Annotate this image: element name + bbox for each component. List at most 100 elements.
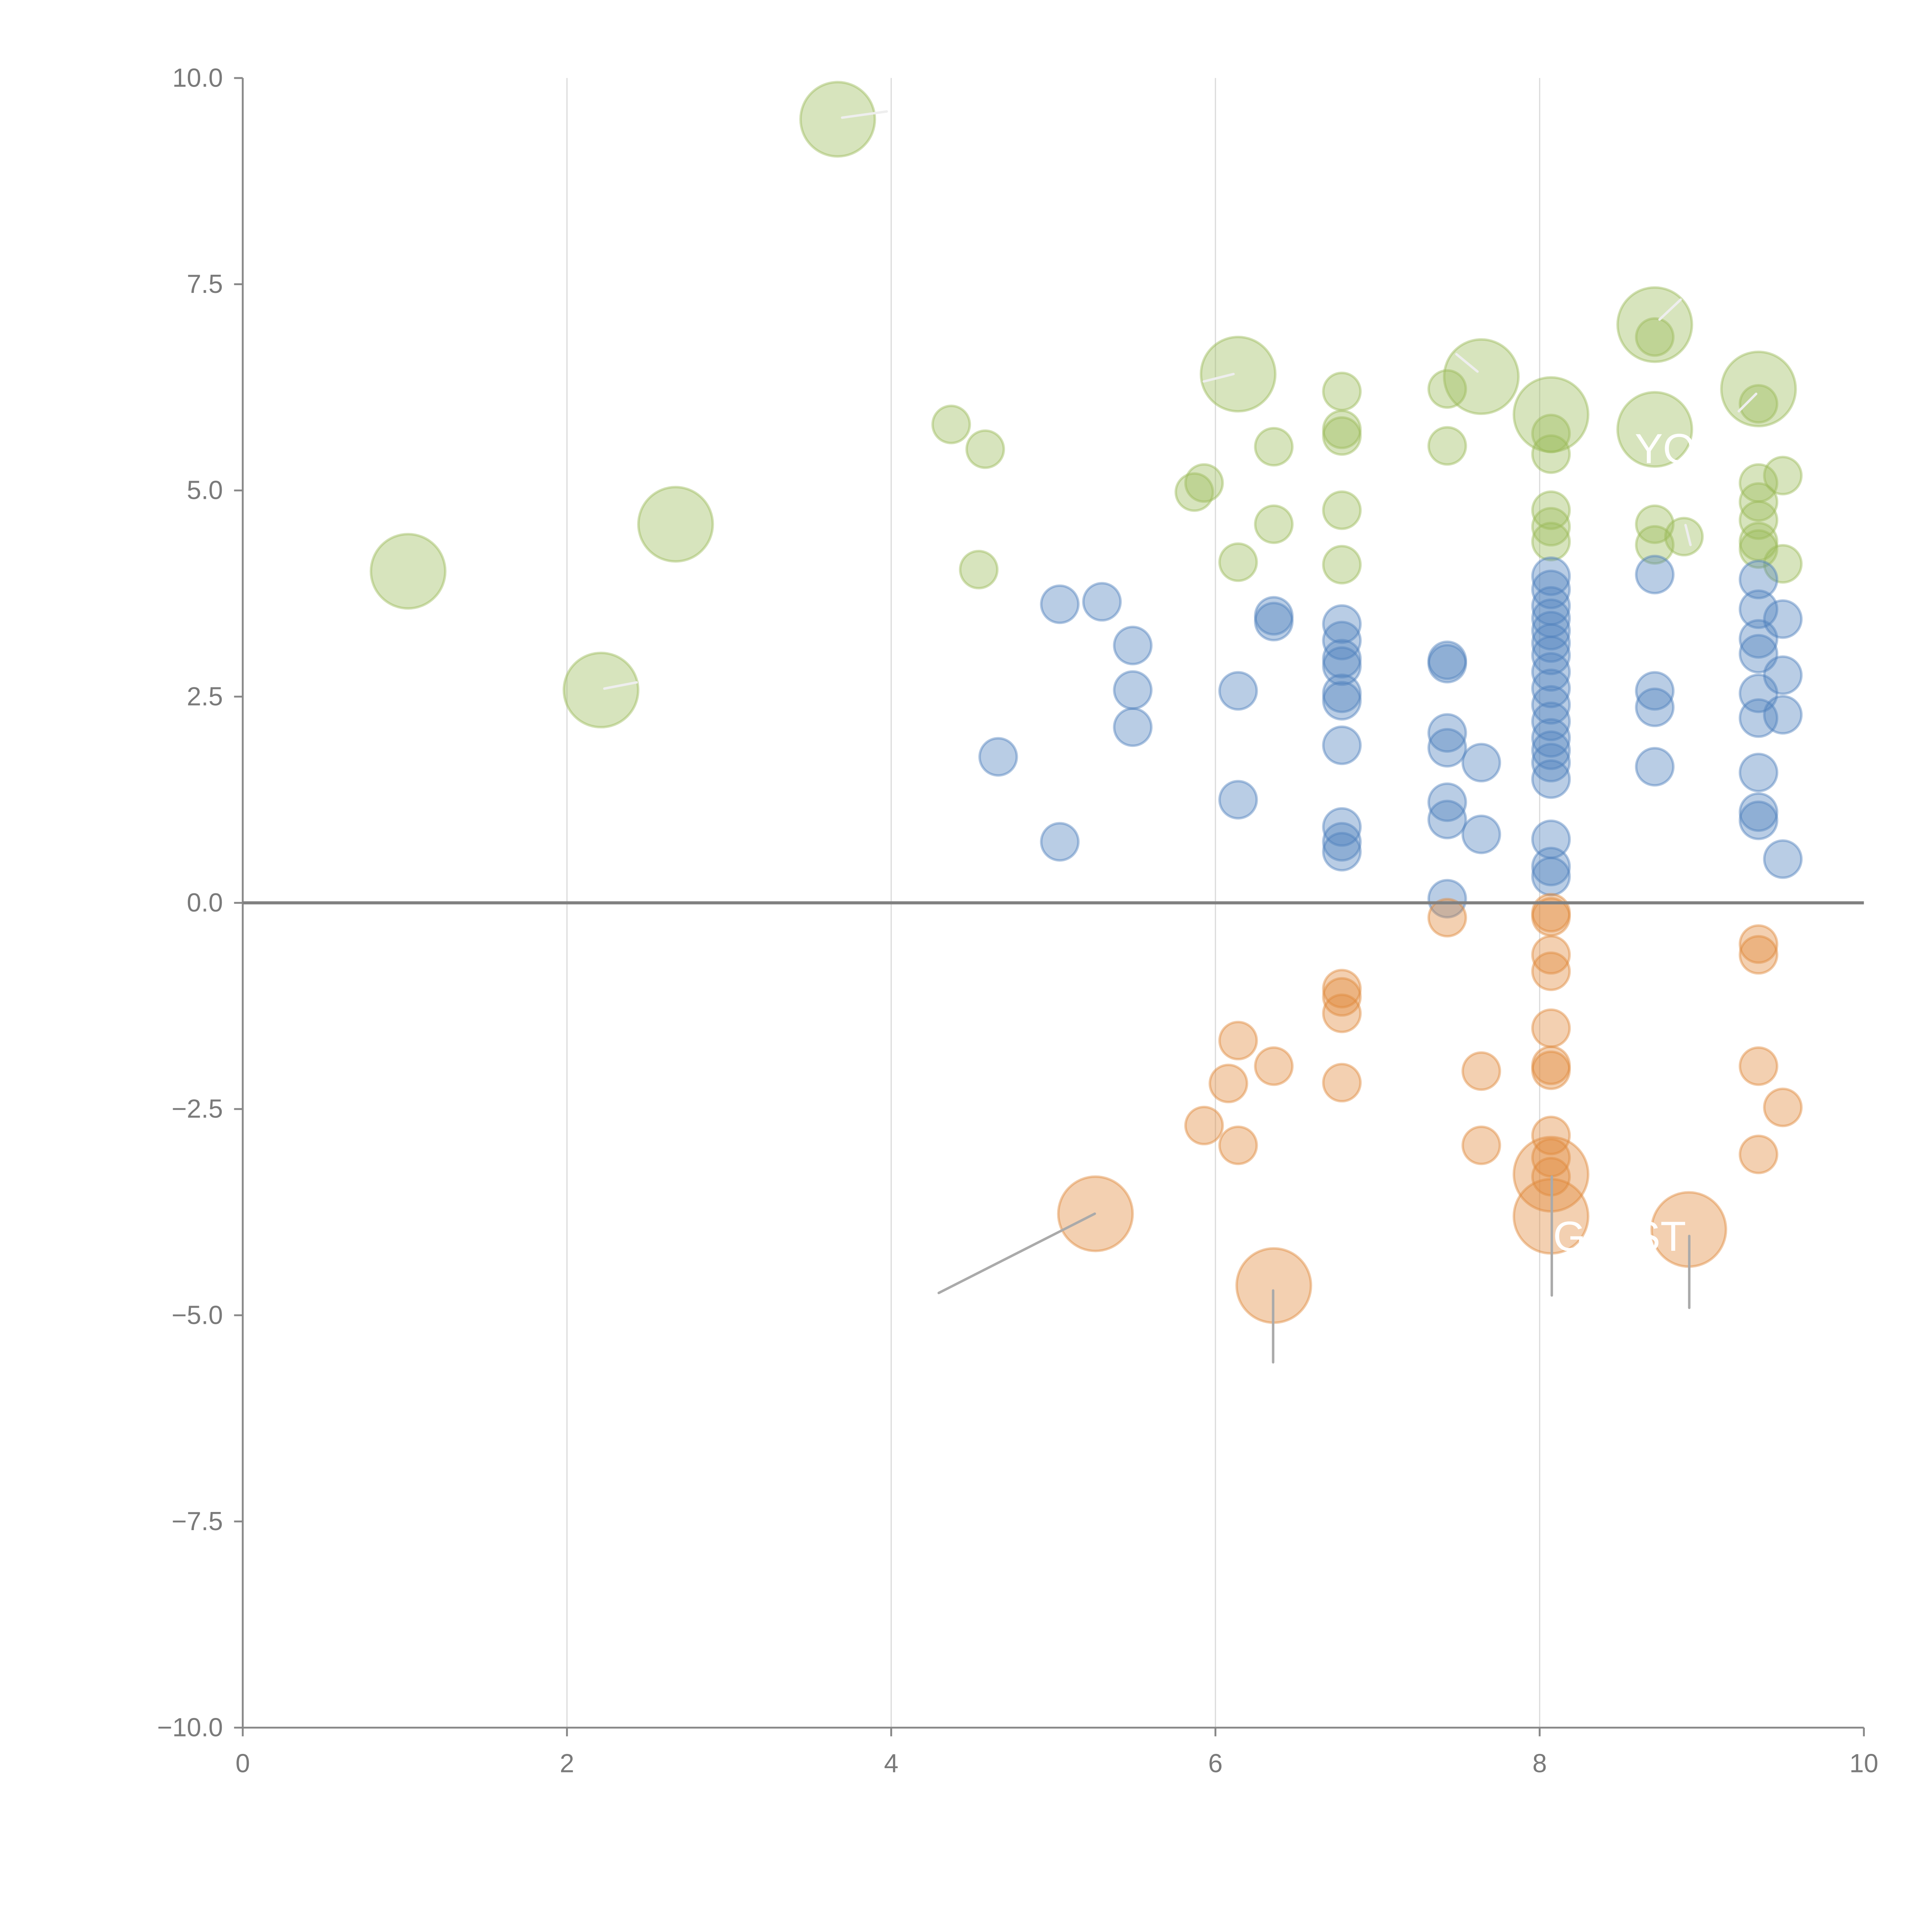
green-bubble [1738, 522, 1779, 561]
blue-bubble [1531, 730, 1571, 770]
blue-bubble [1322, 673, 1362, 713]
green-bubble [1738, 529, 1779, 569]
green-bubble [1635, 317, 1675, 357]
blue-bubble [1040, 584, 1080, 624]
blue-bubble [1082, 582, 1122, 622]
blue-bubble [1531, 819, 1571, 859]
green-bubble [1616, 391, 1693, 468]
blue-bubble [1531, 718, 1571, 758]
blue-bubble [978, 737, 1018, 777]
orange-bubble [1531, 1008, 1571, 1048]
green-bubble [1427, 426, 1467, 466]
blue-bubble [1040, 822, 1080, 862]
blue-bubble [1738, 560, 1779, 600]
blue-bubble [1763, 839, 1803, 879]
blue-bubble [1531, 635, 1571, 675]
blue-bubble [1763, 655, 1803, 695]
blue-bubble [1531, 685, 1571, 725]
y-tick: −10.0 [157, 1713, 243, 1742]
green-bubble [1174, 472, 1214, 512]
green-bubble [1218, 542, 1258, 582]
green-bubble [1322, 545, 1362, 585]
annotations: YO G ST [1553, 425, 1696, 1260]
green-bubble [1738, 463, 1779, 503]
annotation-label: YO [1635, 425, 1696, 473]
green-bubble [799, 81, 876, 158]
blue-bubble [1427, 799, 1467, 840]
orange-bubble [1184, 1105, 1224, 1146]
blue-bubble [1531, 556, 1571, 596]
green-bubble [1763, 544, 1803, 584]
blue-bubble [1635, 747, 1675, 787]
green-bubble [1738, 500, 1779, 540]
y-tick: 7.5 [187, 270, 243, 299]
blue-bubble [1218, 671, 1258, 711]
blue-bubble [1531, 570, 1571, 609]
green-bubble [1427, 369, 1467, 409]
blue-bubble [1531, 856, 1571, 896]
leader-line [1455, 353, 1479, 373]
blue-bubble [1254, 602, 1294, 641]
orange-bubble [1738, 935, 1779, 975]
y-tick: −7.5 [172, 1507, 243, 1536]
y-tick: −2.5 [172, 1095, 243, 1124]
blue-bubble [1738, 634, 1779, 674]
green-bubble [959, 549, 999, 590]
y-tick-label: 10.0 [172, 63, 223, 92]
blue-bubble [1427, 644, 1467, 684]
y-tick: 10.0 [172, 63, 243, 92]
blue-bubble [1461, 743, 1501, 782]
blue-bubble [1322, 646, 1362, 686]
annotation-label: G [1553, 1213, 1586, 1260]
y-tick: 2.5 [187, 682, 243, 711]
y-tick: 0.0 [187, 888, 243, 917]
blue-bubble [1113, 626, 1153, 665]
green-bubble [1720, 350, 1797, 428]
orange-bubble [1763, 1087, 1803, 1128]
blue-bubble [1427, 728, 1467, 768]
green-bubble [1664, 517, 1704, 557]
y-tick: −5.0 [172, 1301, 243, 1330]
y-tick-label: 7.5 [187, 270, 223, 299]
green-bubble [1322, 490, 1362, 530]
x-tick-label: 6 [1208, 1749, 1223, 1778]
y-tick-label: −7.5 [172, 1507, 223, 1536]
orange-bubble [1427, 898, 1467, 938]
x-tick: 6 [1208, 1728, 1223, 1778]
green-bubble [1254, 427, 1294, 467]
blue-bubble [1427, 879, 1467, 919]
blue-bubble [1738, 619, 1779, 659]
annotation-leader-lines [603, 110, 1758, 1364]
blue-bubble [1322, 639, 1362, 679]
orange-bubble [1738, 1134, 1779, 1174]
y-tick-label: 0.0 [187, 888, 223, 917]
leader-line [937, 1212, 1096, 1294]
leader-line [1737, 393, 1758, 413]
x-tick: 4 [884, 1728, 898, 1778]
green-bubble [1199, 335, 1277, 413]
blue-bubble [1763, 599, 1803, 639]
blue-bubble [1254, 596, 1294, 636]
orange-bubble [1531, 935, 1571, 975]
blue-bubble [1738, 792, 1779, 832]
blue-bubble [1738, 800, 1779, 840]
x-tick: 10 [1849, 1728, 1878, 1778]
orange-bubble [1461, 1051, 1501, 1091]
blue-bubble [1113, 670, 1153, 710]
blue-bubble [1322, 621, 1362, 661]
leader-line [841, 110, 888, 119]
orange-bubble [1322, 969, 1362, 1009]
orange-bubble [1531, 1050, 1571, 1090]
y-tick-label: 2.5 [187, 682, 223, 711]
orange-bubble [1322, 1063, 1362, 1103]
green-bubble [637, 486, 714, 563]
green-bubble [1763, 456, 1803, 496]
blue-bubble [1635, 554, 1675, 595]
orange-bubble [1531, 1116, 1571, 1155]
blue-bubble [1531, 623, 1571, 663]
orange-bubble [1218, 1125, 1258, 1165]
orange-bubble [1531, 897, 1571, 937]
green-bubble [931, 405, 971, 444]
green-bubble [1184, 463, 1224, 503]
